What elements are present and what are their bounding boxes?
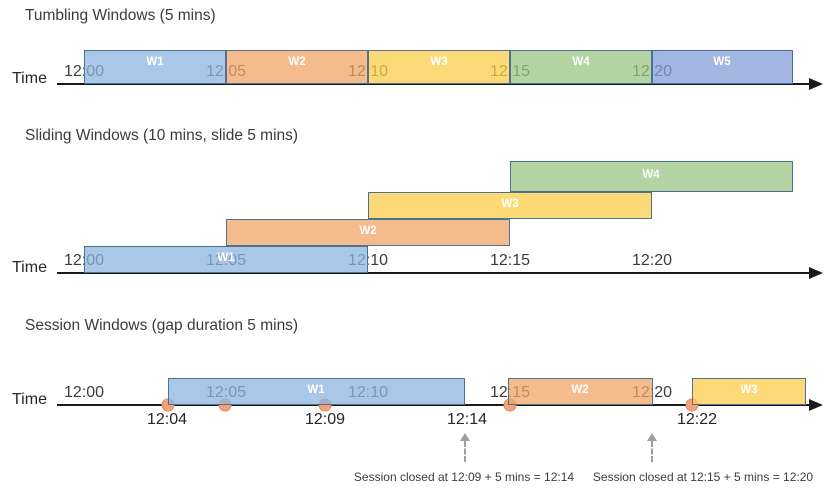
sliding-window-w1-label: W1 — [217, 252, 235, 264]
tumbling-window-w5 — [652, 50, 793, 84]
tumbling-time-axis-label: Time — [12, 70, 47, 87]
session-window-w2-label: W2 — [571, 384, 589, 396]
tumbling-time-axis — [57, 83, 810, 85]
tumbling-window-w3 — [368, 50, 510, 84]
dashed-arrow-line — [464, 441, 466, 462]
session-window-w2 — [508, 378, 653, 405]
tumbling-window-w5-label: W5 — [713, 56, 731, 68]
event-time-marker-1209: 12:09 — [304, 411, 346, 428]
window-close-marker-1214: 12:14 — [446, 411, 488, 428]
sliding-window-w4-label: W4 — [642, 169, 660, 181]
tumbling-window-w3-label: W3 — [430, 56, 448, 68]
session-title: Session Windows (gap duration 5 mins) — [25, 317, 299, 334]
sliding-window-w2-label: W2 — [359, 225, 377, 237]
tumbling-window-w1-label: W1 — [146, 56, 164, 68]
session-time-axis-label: Time — [12, 391, 47, 408]
sliding-window-w2 — [226, 219, 510, 246]
session-close-annotation-1: Session closed at 12:09 + 5 mins = 12:14 — [353, 470, 575, 484]
sliding-time-axis-label: Time — [12, 259, 47, 276]
dashed-up-arrowhead-icon — [647, 433, 657, 441]
tumbling-window-w1 — [84, 50, 226, 84]
session-window-w3-label: W3 — [740, 384, 758, 396]
sliding-window-w1 — [84, 246, 368, 273]
tumbling-window-w4 — [510, 50, 652, 84]
session-window-w1-label: W1 — [307, 384, 325, 396]
sliding-axis-arrowhead-icon — [809, 267, 823, 279]
sliding-title: Sliding Windows (10 mins, slide 5 mins) — [25, 127, 299, 144]
sliding-time-axis — [57, 272, 810, 274]
tumbling-window-w2-label: W2 — [288, 56, 306, 68]
sliding-window-w3-label: W3 — [501, 198, 519, 210]
tumbling-window-w4-label: W4 — [572, 56, 590, 68]
event-time-marker-1222: 12:22 — [676, 411, 718, 428]
event-time-marker-1204: 12:04 — [146, 411, 188, 428]
session-window-w3 — [692, 378, 806, 405]
sliding-tick-1215: 12:15 — [489, 252, 531, 269]
session-axis-arrowhead-icon — [809, 399, 823, 411]
session-window-w1 — [168, 378, 465, 405]
session-time-axis — [57, 404, 810, 406]
tumbling-axis-arrowhead-icon — [809, 78, 823, 90]
dashed-arrow-line — [651, 441, 653, 462]
sliding-tick-1220: 12:20 — [631, 252, 673, 269]
sliding-window-w3 — [368, 192, 652, 219]
tumbling-window-w2 — [226, 50, 368, 84]
sliding-window-w4 — [510, 161, 793, 192]
session-close-annotation-2: Session closed at 12:15 + 5 mins = 12:20 — [592, 470, 814, 484]
tumbling-title: Tumbling Windows (5 mins) — [25, 7, 216, 24]
dashed-up-arrowhead-icon — [460, 433, 470, 441]
session-tick-1200: 12:00 — [63, 384, 105, 401]
